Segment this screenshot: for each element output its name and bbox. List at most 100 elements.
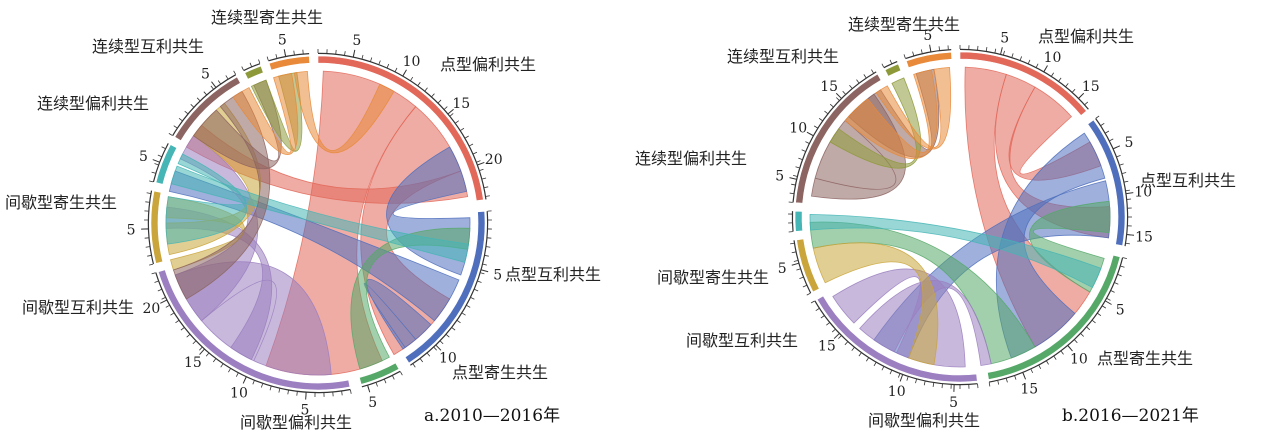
tick-mark: [424, 87, 428, 92]
chord-diagram-b: 5 10 15 点型偏利共生 5 10 15 点型互利共生 5 10 15 点型寄生共生 5 10 15 间歇…: [630, 0, 1267, 445]
tick-label-a-3-1: 10: [230, 385, 248, 401]
group-b-7: 连续型互利共生: [727, 47, 902, 77]
tick-mark: [287, 390, 289, 395]
tick-mark: [241, 66, 244, 71]
tick-mark: [344, 51, 346, 56]
tick-label-b-6-1: 10: [789, 120, 807, 136]
tick-mark: [1086, 326, 1091, 331]
tick-label-b-6-2: 15: [820, 79, 838, 95]
tick-mark: [1124, 180, 1129, 183]
tick-mark: [205, 352, 210, 357]
group-label-a-5: 间歇型寄生共生: [5, 193, 117, 212]
tick-mark: [1102, 305, 1107, 309]
tick-label-a-4-0: 5: [127, 223, 136, 239]
tick-mark: [1003, 50, 1005, 55]
tick-mark: [912, 51, 915, 56]
arc-a-4: [150, 190, 164, 264]
tick-label-a-1-1: 10: [439, 351, 457, 367]
tick-mark: [835, 97, 840, 101]
group-a-6: 5 连续型偏利共生: [37, 67, 241, 142]
tick-mark: [233, 70, 236, 75]
tick-label-a-5-0: 5: [139, 149, 148, 165]
major-tick: [833, 333, 840, 339]
tick-mark: [180, 327, 185, 331]
group-a-1: 5 10 点型互利共生: [404, 210, 601, 368]
group-label-a-4: 间歇型互利共生: [22, 298, 134, 317]
tick-mark: [1125, 189, 1130, 192]
tick-mark: [1011, 53, 1014, 58]
tick-mark: [1092, 320, 1096, 324]
tick-mark: [1110, 290, 1115, 293]
major-tick: [477, 161, 485, 166]
tick-mark: [798, 157, 803, 160]
tick-mark: [278, 388, 281, 393]
group-label-a-7: 连续型互利共生: [92, 37, 204, 56]
major-tick: [199, 349, 205, 355]
tick-mark: [1046, 360, 1049, 365]
major-tick: [789, 177, 797, 180]
tick-label-a-0-1: 10: [403, 54, 421, 70]
group-a-4: 5 间歇型互利共生: [22, 190, 164, 317]
tick-mark: [1120, 265, 1125, 268]
group-a-0: 5 10 15 20 点型偏利共生: [317, 33, 536, 202]
tick-mark: [228, 368, 231, 373]
tick-label-b-3-1: 10: [888, 384, 906, 400]
tick-label-b-2-1: 10: [1070, 352, 1088, 368]
tick-mark: [831, 329, 836, 333]
arc-a-8: [268, 55, 310, 71]
ribbon-a-5: [363, 278, 432, 350]
tick-mark: [465, 135, 469, 139]
tick-mark: [1097, 313, 1102, 316]
tick-mark: [829, 103, 834, 108]
tick-mark: [470, 297, 475, 300]
tick-mark: [477, 280, 482, 283]
major-tick: [1000, 47, 1003, 55]
arc-a-6: [174, 76, 241, 142]
tick-mark: [1117, 274, 1122, 277]
group-label-b-7: 连续型互利共生: [727, 47, 839, 66]
group-b-2: 5 10 15 点型寄生共生: [987, 254, 1193, 398]
tick-mark: [466, 305, 471, 308]
tick-mark: [178, 117, 183, 122]
tick-mark: [801, 149, 806, 152]
tick-mark: [293, 50, 295, 55]
tick-mark: [795, 166, 800, 169]
tick-mark: [210, 85, 214, 90]
group-label-b-3: 间歇型偏利共生: [868, 411, 980, 430]
tick-ring-a-7: [243, 63, 261, 72]
tick-mark: [865, 357, 869, 362]
tick-mark: [810, 300, 815, 304]
tick-mark: [392, 375, 395, 380]
tick-mark: [1105, 130, 1110, 134]
tick-mark: [147, 255, 152, 257]
tick-mark: [1005, 378, 1008, 383]
tick-mark: [796, 268, 801, 271]
tick-mark: [341, 391, 343, 396]
tick-label-b-1-0: 5: [1125, 135, 1134, 151]
tick-mark: [873, 362, 877, 367]
major-tick: [481, 269, 489, 273]
tick-mark: [1053, 356, 1057, 360]
tick-mark: [426, 352, 431, 357]
major-tick: [1126, 192, 1134, 195]
tick-mark: [258, 59, 261, 64]
tick-mark: [260, 383, 264, 388]
tick-mark: [446, 334, 450, 338]
tick-mark: [871, 69, 874, 74]
tick-ring-a-8: [268, 53, 310, 62]
tick-label-b-0-1: 10: [1044, 50, 1062, 66]
tick-mark: [838, 335, 842, 339]
tick-mark: [1072, 88, 1076, 93]
tick-mark: [165, 305, 170, 308]
group-label-a-2: 点型寄生共生: [452, 363, 548, 382]
arc-b-5: [794, 210, 803, 232]
group-label-b-8: 连续型寄生共生: [848, 15, 960, 34]
tick-mark: [1100, 122, 1105, 126]
tick-mark: [433, 347, 437, 351]
tick-label-a-2-0: 5: [368, 395, 377, 411]
tick-mark: [173, 125, 178, 129]
tick-mark: [149, 263, 154, 266]
arc-a-7: [244, 65, 264, 80]
tick-mark: [157, 289, 162, 292]
tick-mark: [820, 315, 825, 319]
